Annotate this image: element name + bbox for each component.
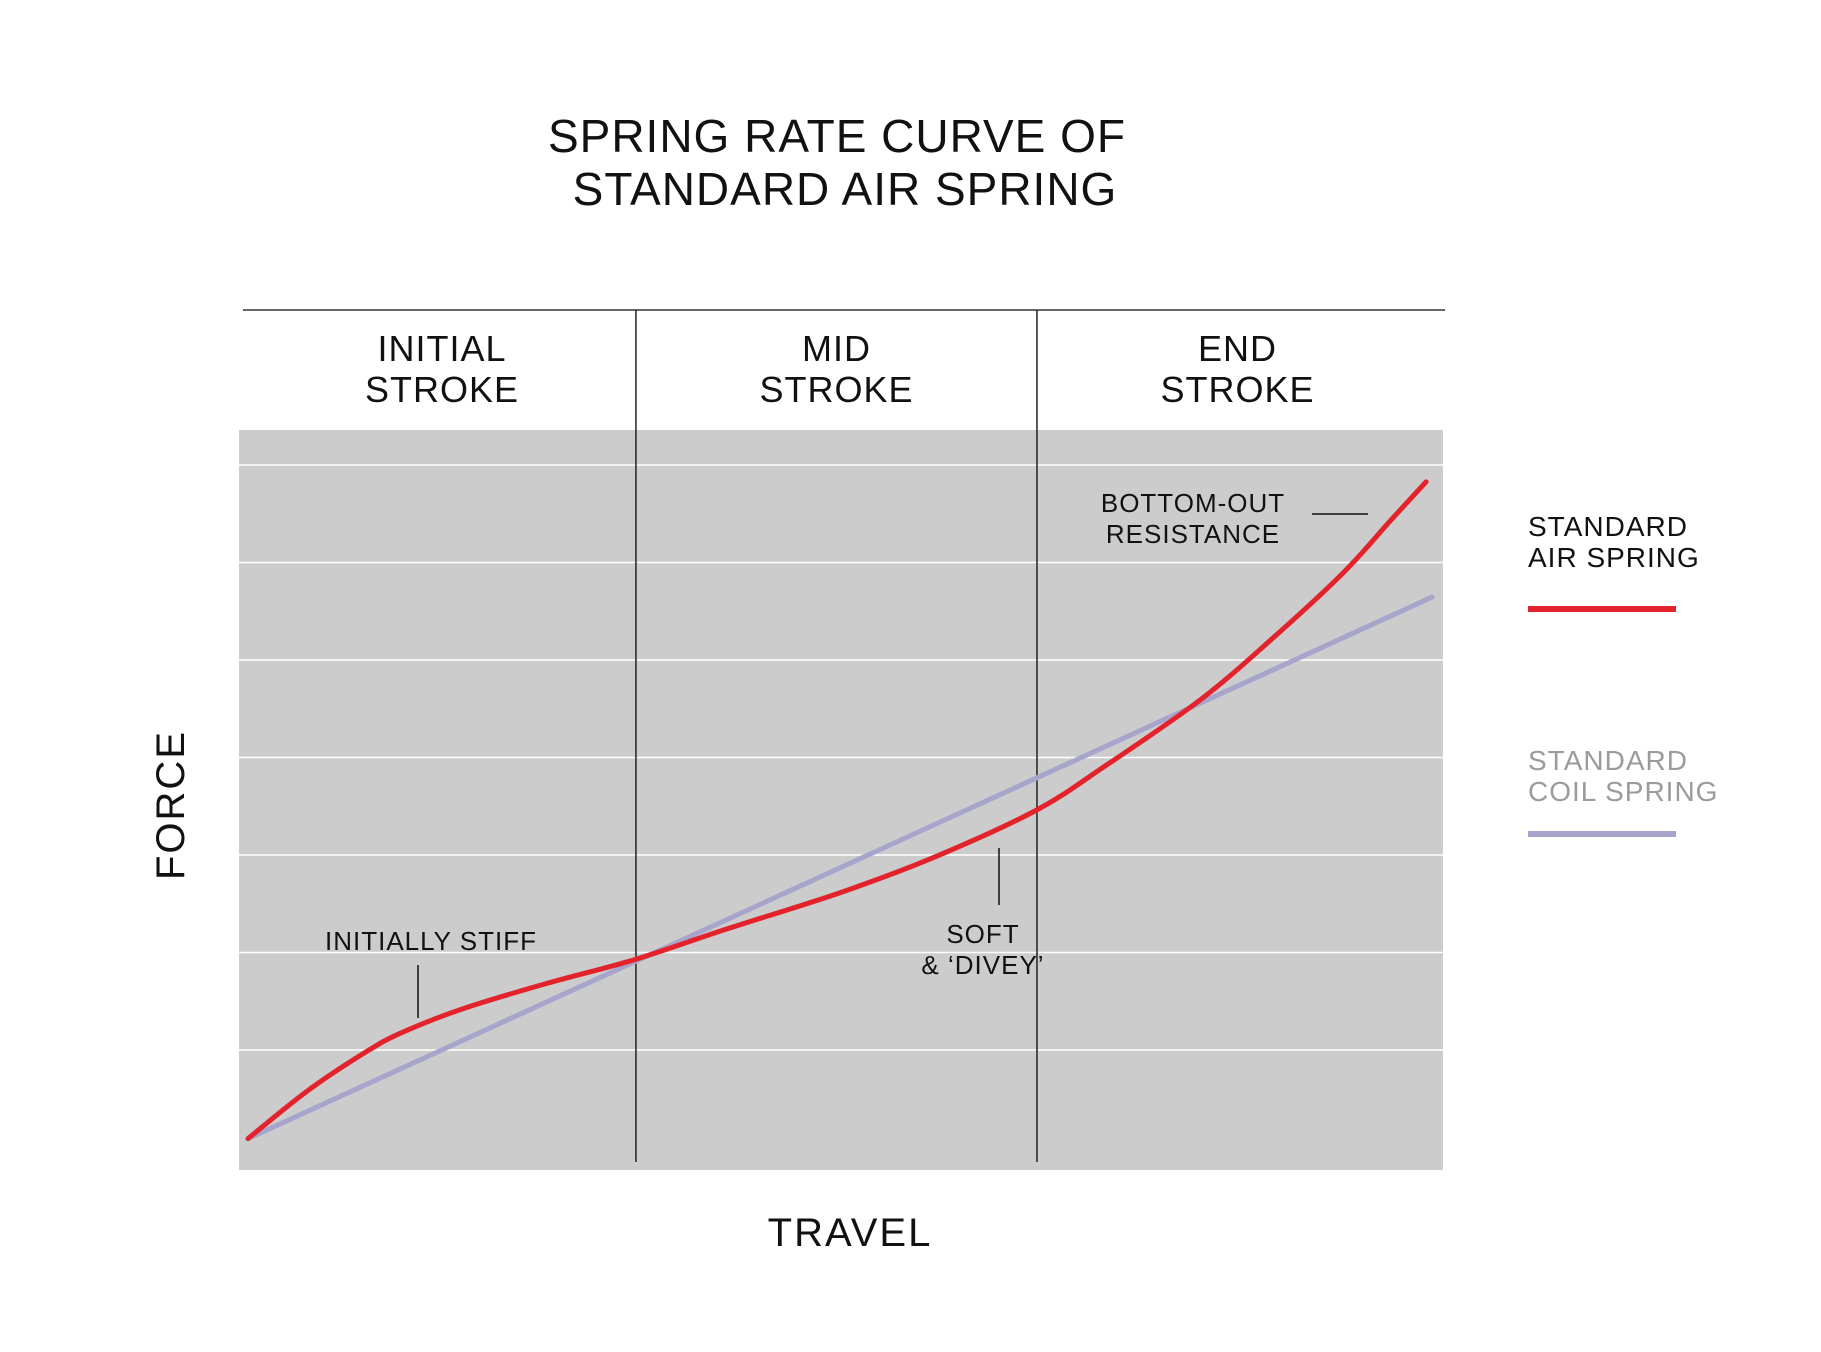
legend: STANDARD AIR SPRING STANDARD COIL SPRING [1528, 511, 1718, 837]
legend-coil-label-line-1: STANDARD [1528, 745, 1688, 776]
legend-air-label-line-1: STANDARD [1528, 511, 1688, 542]
region-label: END [1198, 328, 1277, 369]
coil-spring-line [245, 594, 1435, 1142]
region-dividers [635, 310, 1038, 1162]
x-axis-label: TRAVEL [768, 1211, 933, 1255]
air-spring-line [245, 479, 1429, 1142]
plot-area [239, 430, 1443, 1170]
annotation-initially-stiff: INITIALLY STIFF [325, 926, 537, 956]
legend-air-label-line-2: AIR SPRING [1528, 542, 1700, 573]
annotation-bottom-out-line-1: BOTTOM-OUT [1101, 488, 1285, 518]
chart-title-line-1: SPRING RATE CURVE OF [548, 110, 1126, 162]
annotation-soft-divey-line-1: SOFT [946, 919, 1019, 949]
legend-coil-label-line-2: COIL SPRING [1528, 776, 1718, 807]
region-label: MID [802, 328, 871, 369]
region-label: STROKE [759, 369, 913, 410]
y-axis-label: FORCE [149, 730, 193, 880]
chart-title-line-2: STANDARD AIR SPRING [573, 163, 1118, 215]
annotation-soft-divey-line-2: & ‘DIVEY’ [921, 950, 1044, 980]
region-label: INITIAL [377, 328, 506, 369]
annotation-bottom-out-line-2: RESISTANCE [1106, 519, 1280, 549]
region-label: STROKE [365, 369, 519, 410]
region-label: STROKE [1160, 369, 1314, 410]
